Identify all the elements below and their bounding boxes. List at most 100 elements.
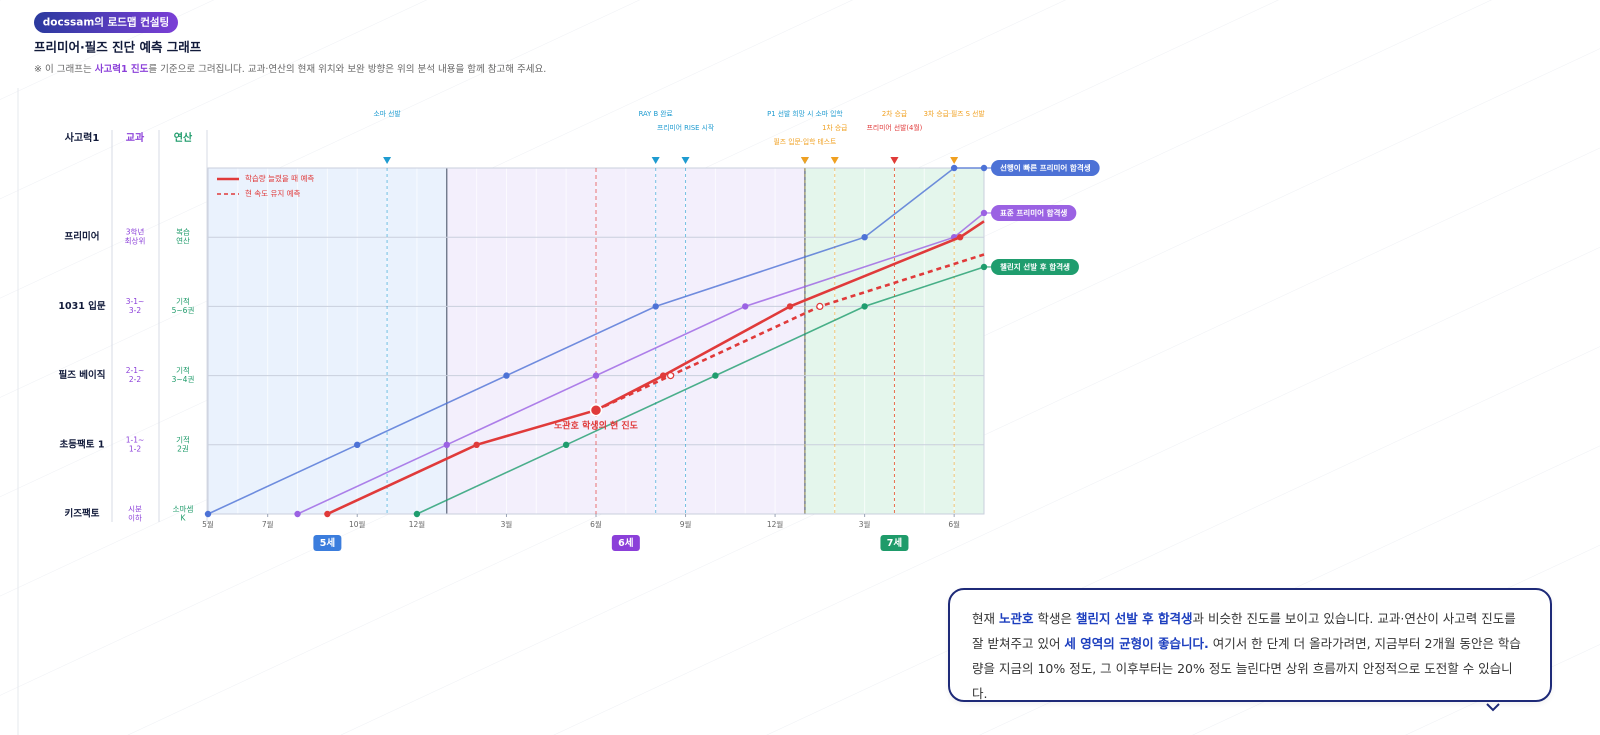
series-point <box>354 441 361 448</box>
summary-part: 세 영역의 균형이 좋습니다. <box>1064 636 1209 651</box>
event-label: P1 선발 희망 시 소마 입학 <box>767 109 843 118</box>
series-point <box>956 233 964 241</box>
age-badge <box>611 535 640 551</box>
level-sublabel: 1-2 <box>129 444 141 453</box>
series-point <box>786 303 794 310</box>
series-point <box>413 510 421 518</box>
level-sublabel: 기적 <box>176 296 190 306</box>
x-tick-label: 6월 <box>590 519 602 529</box>
level-sublabel: 3~4권 <box>172 375 195 384</box>
summary-box: 현재 노관호 학생은 챌린지 선발 후 합격생과 비슷한 진도를 보이고 있습니… <box>948 588 1552 702</box>
age-badge <box>880 535 909 551</box>
series-point <box>443 441 450 448</box>
level-sublabel: 2-2 <box>129 375 141 384</box>
x-tick-label: 12월 <box>409 519 426 529</box>
series-point <box>712 372 719 379</box>
note-part: 를 기준으로 그려집니다. 교과·연산의 현재 위치와 보완 방향은 위의 분석… <box>148 63 546 75</box>
x-tick-label: 3월 <box>859 519 871 529</box>
series-point <box>503 372 510 379</box>
level-label: 필즈 베이직 <box>58 369 105 381</box>
x-tick-label: 9월 <box>680 519 692 529</box>
x-tick-label: 6월 <box>948 519 960 529</box>
level-label: 키즈팩토 <box>65 508 100 520</box>
age-label: 7세 <box>887 537 902 549</box>
series-line <box>595 253 985 412</box>
series-end-label: 챌린지 선발 후 합격생 <box>1000 261 1070 271</box>
level-sublabel: 2-1~ <box>126 366 145 375</box>
x-tick-label: 10월 <box>349 519 366 529</box>
event-marker <box>681 157 690 164</box>
note-part: 사고력1 진도 <box>95 63 149 75</box>
column-header: 연산 <box>174 131 193 144</box>
series-end-pill <box>991 160 1100 176</box>
x-tick-label: 5월 <box>202 519 214 529</box>
level-label: 1031 입문 <box>58 300 105 312</box>
summary-part: 노관호 <box>998 611 1034 626</box>
level-label: 초등팩토 1 <box>60 438 105 450</box>
level-sublabel: 기적 <box>176 365 190 375</box>
series-end-label: 표준 프리미어 합격생 <box>1000 207 1067 217</box>
series-point <box>861 303 868 310</box>
level-label: 프리미어 <box>65 231 100 243</box>
series-point <box>592 372 600 379</box>
event-label: RAY B 완료 <box>639 110 673 118</box>
level-sublabel: 5~6권 <box>172 306 195 315</box>
level-sublabel: 시분 <box>128 505 142 514</box>
event-marker <box>800 157 809 164</box>
series-end-pill <box>991 258 1079 275</box>
event-marker <box>651 157 660 164</box>
level-sublabel: 연산 <box>176 236 190 246</box>
series-end-label: 선행이 빠른 프리미어 합격생 <box>1000 163 1091 173</box>
event-label: 필즈 입문·입학 테스트 <box>774 137 837 146</box>
series-point <box>667 372 675 380</box>
note-part: ※ 이 그래프는 <box>34 64 95 75</box>
series-point <box>861 233 868 241</box>
chevron <box>1486 703 1500 712</box>
note: ※ 이 그래프는 사고력1 진도를 기준으로 그려집니다. 교과·연산의 현재 … <box>34 63 546 75</box>
badge <box>34 12 178 33</box>
badge-text: docssam의 로드맵 컨설팅 <box>43 16 169 29</box>
series-point <box>816 302 824 310</box>
summary-part: 과 비슷한 진도를 보이고 있습니다. 교과·연산이 사고력 진도를 잘 받쳐주… <box>972 611 1516 651</box>
legend-label: 현 속도 유지 예측 <box>245 188 301 198</box>
series-end-pill <box>991 204 1077 221</box>
page-title: 프리미어·필즈 진단 예측 그래프 <box>34 40 202 55</box>
series-point <box>950 164 958 172</box>
level-sublabel: 최상위 <box>125 236 146 246</box>
summary-part: 여기서 한 단계 더 올라가려면, 지금부터 2개월 동안은 학습량을 지금의 … <box>972 636 1521 701</box>
level-sublabel: 복습 <box>176 228 190 237</box>
summary-part: 학생은 <box>1033 611 1076 626</box>
summary-part: 현재 <box>972 611 999 626</box>
series-point <box>204 510 212 518</box>
event-label: 2차 승급 <box>882 109 907 118</box>
column-header: 사고력1 <box>65 131 100 144</box>
level-sublabel: 이하 <box>128 513 142 523</box>
event-label: 1차 승급 <box>822 123 847 132</box>
current-label: 노관호 학생의 현 진도 <box>554 420 639 432</box>
x-tick-label: 7월 <box>262 519 274 529</box>
level-sublabel: 3학년 <box>126 227 145 237</box>
event-label: 소마 선발 <box>373 109 400 118</box>
series-point <box>652 303 659 310</box>
age-badge <box>313 535 342 551</box>
level-sublabel: 3-2 <box>129 306 141 315</box>
series-point <box>742 303 749 310</box>
event-marker <box>890 157 899 164</box>
level-sublabel: K <box>181 514 187 523</box>
level-sublabel: 기적 <box>176 434 190 444</box>
event-marker <box>950 157 959 164</box>
event-label: 프리미어 RISE 시작 <box>657 123 714 132</box>
summary-part: 챌린지 선발 후 합격생 <box>1075 611 1193 626</box>
age-label: 6세 <box>618 537 633 549</box>
event-marker <box>830 157 839 164</box>
legend-label: 학습량 늘렸을 때 예측 <box>245 173 314 183</box>
series-point <box>562 441 570 448</box>
series-point <box>473 441 480 448</box>
x-tick-label: 3월 <box>501 519 513 529</box>
current-point <box>589 403 603 417</box>
event-label: 프리미어 선발(4월) <box>867 123 923 132</box>
series-point <box>324 510 331 518</box>
